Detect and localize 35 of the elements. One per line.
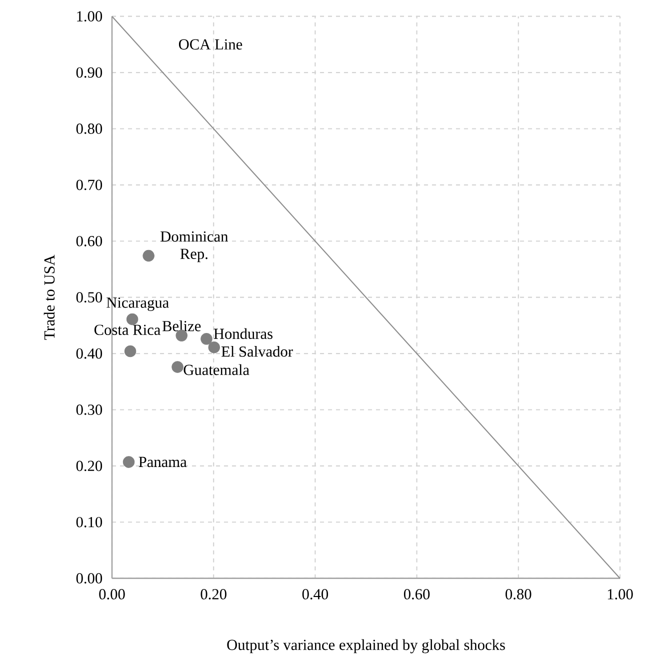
- y-axis-title: Trade to USA: [44, 254, 55, 340]
- annotation: El Salvador: [221, 346, 293, 357]
- annotation: Nicaragua: [106, 298, 169, 311]
- y-tick-label: 0.20: [76, 460, 102, 472]
- x-tick-label: 0.20: [200, 589, 226, 600]
- x-tick-label: 0.80: [506, 589, 532, 600]
- x-axis-title: Output’s variance explained by global shocks: [227, 639, 505, 654]
- x-tick-label: 1.00: [608, 589, 633, 600]
- x-tick-label: 0.40: [302, 589, 328, 600]
- y-tick-label: 1.00: [77, 11, 102, 22]
- y-tick-label: 0.40: [76, 348, 102, 359]
- y-tick-label: 0.80: [76, 124, 102, 134]
- y-tick-label: 0.90: [76, 67, 102, 78]
- annotation: Guatemala: [184, 364, 250, 376]
- annotation: Panama: [138, 456, 187, 468]
- y-tick-label: 0.60: [76, 236, 102, 246]
- point: [124, 345, 136, 358]
- y-tick-label: 0.00: [76, 573, 102, 584]
- y-tick-label: 0.50: [76, 292, 102, 303]
- annotation: Dominican Rep.: [160, 231, 228, 262]
- point: [172, 361, 184, 373]
- point: [126, 313, 138, 326]
- point: [122, 456, 135, 468]
- x-tick-label: 0.60: [404, 589, 430, 600]
- point: [208, 341, 220, 354]
- annotation: Costa Rica: [94, 324, 160, 336]
- y-tick-label: 0.70: [76, 180, 102, 190]
- y-tick-label: 0.10: [76, 516, 102, 528]
- point: [142, 250, 154, 262]
- annotation: Honduras: [214, 328, 272, 339]
- annotation: Belize: [162, 320, 201, 332]
- y-tick-label: 0.30: [76, 404, 102, 415]
- point: [200, 333, 212, 345]
- series-label: OCA Line: [178, 39, 242, 50]
- x-tick-label: 0.00: [99, 589, 125, 600]
